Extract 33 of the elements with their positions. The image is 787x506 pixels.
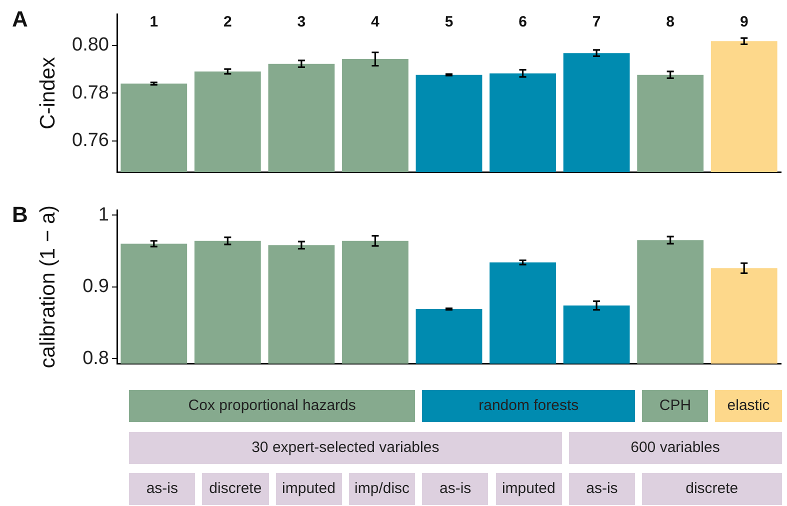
x-tick-label: 9: [740, 14, 748, 31]
chart-title: A: [12, 6, 28, 32]
y-axis-title: C-index: [36, 56, 60, 130]
label-tag: imputed: [276, 473, 342, 505]
x-tick-label: 6: [518, 14, 527, 31]
y-tick-label: 1: [98, 204, 109, 226]
label-tag: Cox proportional hazards: [129, 390, 416, 422]
label-tag: elastic: [715, 390, 782, 422]
label-tag: imp/disc: [348, 473, 416, 505]
y-tick-label: 0.8: [82, 348, 109, 369]
y-tick-label: 0.80: [72, 34, 109, 56]
chart-title: B: [12, 202, 28, 228]
y-tick-label: 0.9: [82, 276, 109, 298]
label-tag: discrete: [202, 473, 269, 505]
y-tick-label: 0.76: [72, 130, 109, 152]
label-tag: random forests: [422, 390, 636, 422]
label-tag: 30 expert-selected variables: [129, 432, 562, 464]
x-tick-label: 7: [592, 14, 601, 31]
label-tag: as-is: [422, 473, 488, 505]
x-tick-label: 4: [371, 14, 380, 31]
label-tag: CPH: [642, 390, 708, 422]
x-tick-label: 3: [297, 14, 306, 31]
label-tag: as-is: [129, 473, 196, 505]
label-tag: as-is: [568, 473, 636, 505]
y-tick-label: 0.78: [72, 82, 109, 104]
x-tick-label: 5: [444, 14, 454, 31]
x-tick-label: 2: [223, 14, 232, 31]
y-axis-title: calibration (1 − a): [36, 205, 60, 368]
label-tag: discrete: [642, 473, 782, 505]
label-tag: 600 variables: [568, 432, 782, 464]
x-tick-label: 8: [666, 14, 675, 31]
label-tag: imputed: [496, 473, 562, 505]
x-tick-label: 1: [150, 14, 158, 31]
